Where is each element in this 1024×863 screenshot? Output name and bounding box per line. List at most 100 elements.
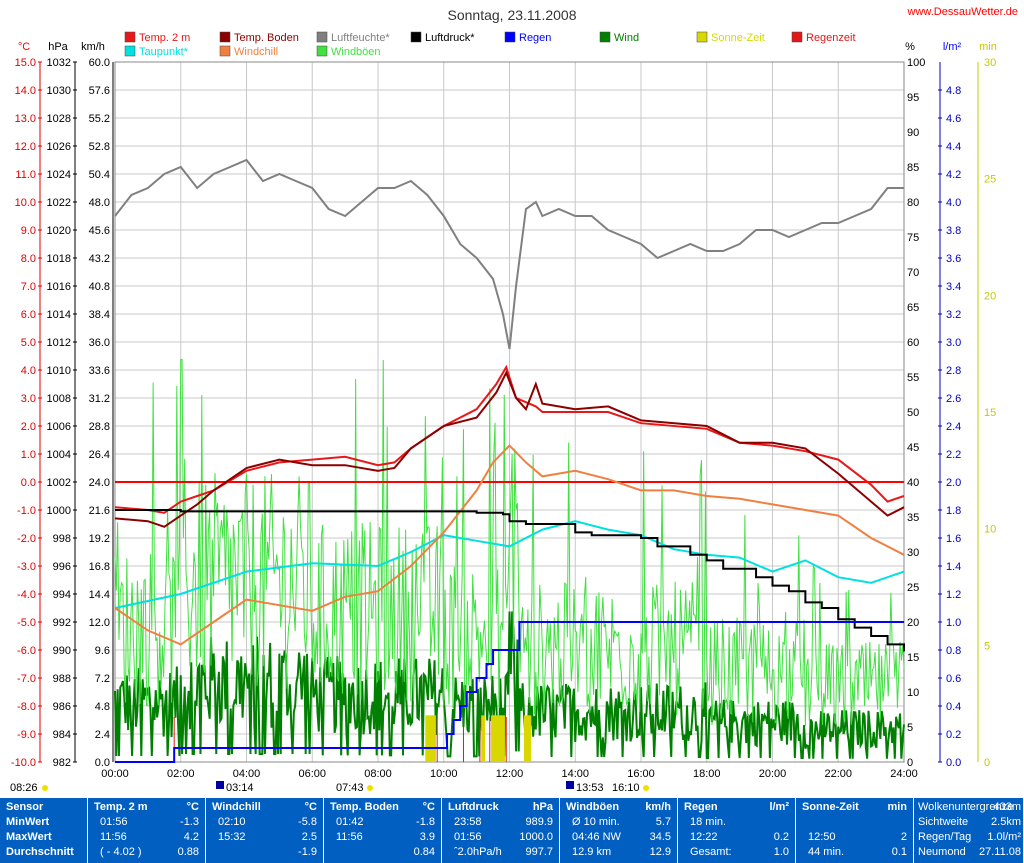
wind-tick: 48.0 <box>89 197 110 209</box>
press-tick: 982 <box>53 757 71 769</box>
plot-area <box>114 158 905 763</box>
press-tick: 1008 <box>47 393 71 405</box>
sun-bar <box>523 715 528 762</box>
wind-tick: 21.6 <box>89 505 110 517</box>
weather-chart: Sonntag, 23.11.2008 www.DessauWetter.de … <box>10 6 1018 794</box>
temp-tick: -6.0 <box>17 645 36 657</box>
site-link[interactable]: www.DessauWetter.de <box>907 6 1018 18</box>
stats-value: 0.88 <box>177 846 199 858</box>
moon-icon <box>566 781 574 789</box>
press-tick: 1030 <box>47 85 71 97</box>
press-tick: 986 <box>53 701 71 713</box>
stats-time: 11:56 <box>336 831 363 843</box>
wind-tick: 38.4 <box>89 309 110 321</box>
sunset-label: 16:10 <box>612 782 640 794</box>
legend-swatch <box>410 31 422 43</box>
hum-tick: 60 <box>907 337 919 349</box>
rain-tick: 1.8 <box>946 505 961 517</box>
stats-unit: min <box>887 801 907 813</box>
press-tick: 1002 <box>47 477 71 489</box>
stats-row: Luftdruck hPa <box>442 800 559 815</box>
stats-value: 2 <box>900 831 907 843</box>
temp-tick: -10.0 <box>11 757 36 769</box>
stats-row-label: Durchschnitt <box>6 846 74 858</box>
stats-row: 18 min. <box>678 815 795 830</box>
wind-unit: km/h <box>81 41 105 53</box>
x-tick: 10:00 <box>430 768 458 780</box>
stats-row: 04:46 NW 34.5 <box>560 830 677 845</box>
legend-swatch <box>316 45 328 57</box>
rain-tick: 3.4 <box>946 281 961 293</box>
sun-unit: min <box>979 41 997 53</box>
temp-tick: 8.0 <box>21 253 36 265</box>
hum-tick: 65 <box>907 302 919 314</box>
stats-unit: hPa <box>532 801 553 813</box>
series-wind <box>114 611 905 760</box>
stats-header: Sonne-Zeit <box>802 801 859 813</box>
legend-swatch <box>124 31 136 43</box>
wind-tick: 55.2 <box>89 113 110 125</box>
rain-tick: 0.6 <box>946 673 961 685</box>
sun-icon <box>42 785 48 791</box>
x-axis: 00:00 02:00 04:00 06:00 08:00 10:00 12:00 14:00… <box>101 768 918 780</box>
rain-tick: 1.0 <box>946 617 961 629</box>
stats-extra-value: 27.11.08 <box>978 846 1021 858</box>
press-tick: 1006 <box>47 421 71 433</box>
stats-value: 1000.0 <box>519 831 553 843</box>
hum-tick: 40 <box>907 477 919 489</box>
stats-time: 01:56 <box>454 831 482 843</box>
stats-time: Gesamt: <box>690 846 732 858</box>
series-taupunkt- <box>114 520 905 609</box>
hum-tick: 25 <box>907 582 919 594</box>
chart-title: Sonntag, 23.11.2008 <box>448 7 577 23</box>
rain-tick: 2.8 <box>946 365 961 377</box>
stats-time: 02:10 <box>218 816 246 828</box>
stats-value: 0.1 <box>891 846 907 858</box>
stats-extra-value: 2.5km <box>991 816 1021 828</box>
x-tick: 14:00 <box>561 768 589 780</box>
wind-tick: 24.0 <box>89 477 110 489</box>
legend-label: Windböen <box>331 46 381 58</box>
stats-row: Gesamt: 1.0 <box>678 845 795 860</box>
stats-row: Sonne-Zeit min <box>796 800 913 815</box>
stats-header: Windböen <box>566 801 620 813</box>
stats-extra-value: 1.0l/m² <box>987 831 1021 843</box>
temp-tick: 12.0 <box>15 141 36 153</box>
temp-tick: 11.0 <box>15 169 36 181</box>
rain-tick: 0.0 <box>946 757 961 769</box>
series-temp-boden <box>114 370 905 528</box>
stats-time: Ø 10 min. <box>572 816 620 828</box>
legend-label: Luftfeuchte* <box>331 32 390 44</box>
rain-tick: 0.4 <box>946 701 961 713</box>
stats-value: 3.9 <box>419 831 435 843</box>
stats-header: Luftdruck <box>448 801 499 813</box>
temp-tick: 10.0 <box>15 197 36 209</box>
sun-tick: 0 <box>984 757 990 769</box>
hum-tick: 95 <box>907 92 919 104</box>
stats-time: ˆ2.0hPa/h <box>454 846 502 858</box>
sun-bar <box>491 715 496 762</box>
hum-tick: 100 <box>907 57 925 69</box>
axis-headers: °C hPa km/h% l/m² min <box>18 41 997 53</box>
stats-row: Temp. Boden °C <box>324 800 441 815</box>
series-luftfeuchte- <box>114 158 904 350</box>
rain-tick: 1.4 <box>946 561 961 573</box>
hum-tick: 20 <box>907 617 919 629</box>
sun-bar <box>431 715 436 762</box>
stats-value: 1.0 <box>773 846 789 858</box>
press-tick: 994 <box>53 589 71 601</box>
series-regen <box>115 621 904 763</box>
temp-tick: -3.0 <box>17 561 36 573</box>
stats-time: 01:56 <box>100 816 128 828</box>
legend-label: Regenzeit <box>806 32 856 44</box>
wind-tick: 4.8 <box>95 701 110 713</box>
rain-tick: 3.0 <box>946 337 961 349</box>
rain-unit: l/m² <box>943 41 962 53</box>
temp-tick: 9.0 <box>21 225 36 237</box>
rain-tick: 4.8 <box>946 85 961 97</box>
legend-label: Windchill <box>234 46 278 58</box>
press-tick: 996 <box>53 561 71 573</box>
stats-row <box>796 815 913 830</box>
sun-bar <box>500 715 505 762</box>
sun-tick: 15 <box>984 407 996 419</box>
